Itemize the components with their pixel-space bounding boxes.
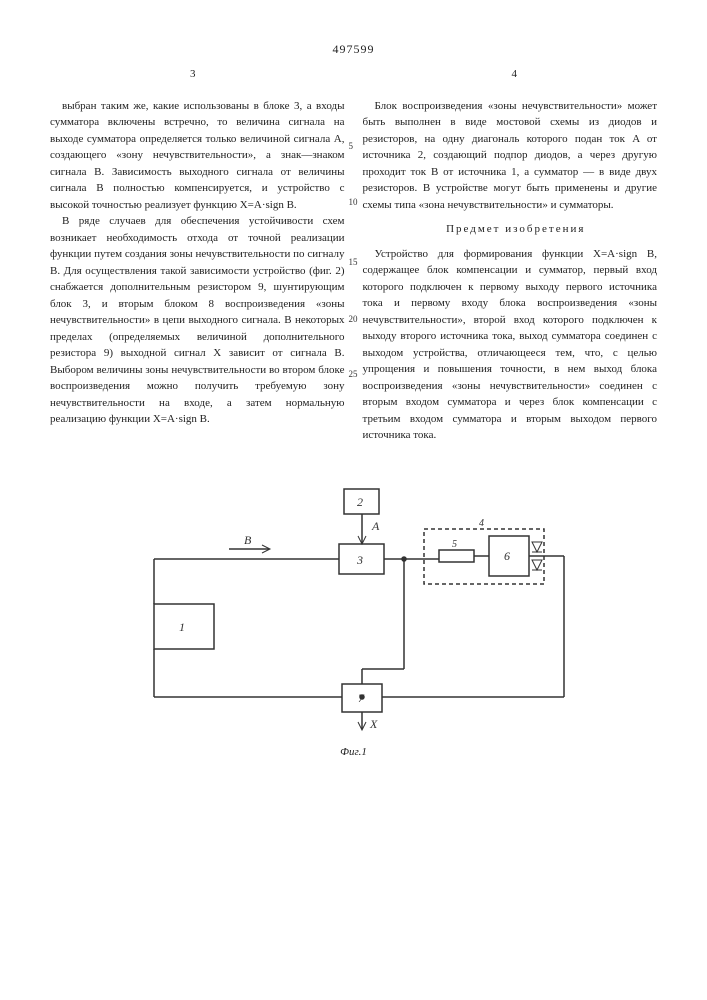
label-5: 5 xyxy=(452,539,457,550)
line-marker-10: 10 xyxy=(349,196,358,210)
right-para-1: Блок воспроизведения «зоны нечувствитель… xyxy=(363,98,658,214)
left-para-2: В ряде случаев для обеспечения устойчиво… xyxy=(50,213,345,428)
label-x: X xyxy=(369,717,378,731)
patent-number: 497599 xyxy=(50,40,657,58)
line-marker-25: 25 xyxy=(349,368,358,382)
left-column: выбран таким же, какие использованы в бл… xyxy=(50,98,345,444)
figure-label: Фиг.1 xyxy=(50,744,657,761)
label-b: B xyxy=(244,533,252,547)
line-marker-15: 15 xyxy=(349,256,358,270)
text-body: выбран таким же, какие использованы в бл… xyxy=(50,98,657,444)
block-5-resistor xyxy=(439,550,474,562)
claims-heading: Предмет изобретения xyxy=(363,221,658,238)
label-3: 3 xyxy=(356,553,363,567)
page-left: 3 xyxy=(190,66,196,83)
label-a: A xyxy=(371,519,380,533)
label-4: 4 xyxy=(479,518,484,529)
label-1: 1 xyxy=(179,620,185,634)
page-right: 4 xyxy=(512,66,518,83)
line-marker-20: 20 xyxy=(349,313,358,327)
left-para-1: выбран таким же, какие использованы в бл… xyxy=(50,98,345,214)
circuit-diagram: 1 2 3 4 5 6 7 A B X xyxy=(114,474,594,734)
label-7: 7 xyxy=(358,691,365,705)
line-marker-5: 5 xyxy=(349,140,354,154)
page-numbers: 3 4 xyxy=(50,66,657,83)
label-6: 6 xyxy=(504,549,510,563)
right-column: 5 10 15 20 25 Блок воспроизведения «зоны… xyxy=(363,98,658,444)
right-para-2: Устройство для формирования функции X=A·… xyxy=(363,246,658,444)
label-2: 2 xyxy=(357,495,363,509)
